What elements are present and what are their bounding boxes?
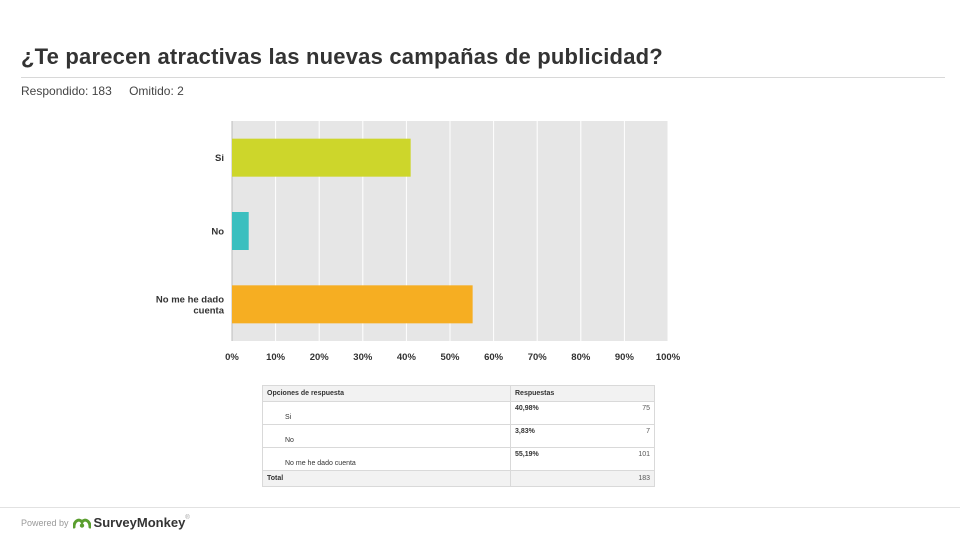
question-title: ¿Te parecen atractivas las nuevas campañ… [21, 44, 663, 69]
response-count: 75 [642, 405, 650, 412]
response-percent: 40,98% [515, 405, 539, 412]
options-column-header: Opciones de respuesta [262, 385, 511, 402]
response-count: 7 [646, 428, 650, 435]
response-stats: Respondido: 183 Omitido: 2 [21, 84, 198, 98]
category-label: No me he dado [156, 294, 224, 305]
total-count: 183 [638, 475, 650, 482]
response-cell: 3,83% 7 [510, 424, 655, 448]
option-label: No me he dado cuenta [262, 447, 511, 471]
total-cell: 183 [510, 470, 655, 487]
surveymonkey-logo-icon [72, 518, 91, 528]
title-divider [21, 77, 945, 78]
footer: Powered by SurveyMonkey ® [21, 515, 190, 530]
x-tick-label: 60% [484, 352, 504, 363]
response-percent: 55,19% [515, 451, 539, 458]
brand-name: SurveyMonkey [93, 515, 186, 530]
x-tick-label: 40% [397, 352, 417, 363]
category-label: No [211, 227, 224, 238]
table-total-row: Total 183 [262, 470, 655, 487]
option-label: Si [262, 401, 511, 425]
powered-by-text: Powered by [21, 517, 69, 528]
response-cell: 40,98% 75 [510, 401, 655, 425]
skipped-count: Omitido: 2 [129, 84, 184, 98]
bar [232, 285, 473, 324]
x-tick-label: 90% [615, 352, 635, 363]
results-table: Opciones de respuesta Respuestas Si 40,9… [262, 385, 655, 487]
x-tick-label: 80% [571, 352, 591, 363]
x-tick-label: 30% [353, 352, 373, 363]
x-tick-label: 100% [656, 352, 680, 363]
answered-count: Respondido: 183 [21, 84, 112, 98]
brand-trademark: ® [185, 515, 190, 521]
category-label: Si [215, 153, 224, 164]
table-row: Si 40,98% 75 [262, 401, 655, 425]
table-row: No me he dado cuenta 55,19% 101 [262, 447, 655, 471]
response-percent: 3,83% [515, 428, 535, 435]
response-cell: 55,19% 101 [510, 447, 655, 471]
table-header-row: Opciones de respuesta Respuestas [262, 385, 655, 402]
responses-column-header: Respuestas [510, 385, 655, 402]
total-label: Total [262, 470, 511, 487]
x-tick-label: 70% [528, 352, 548, 363]
x-tick-label: 10% [266, 352, 286, 363]
category-label: cuenta [193, 305, 224, 316]
bar [232, 212, 249, 250]
option-label: No [262, 424, 511, 448]
brand-link[interactable]: SurveyMonkey ® [72, 515, 190, 530]
response-count: 101 [638, 451, 650, 458]
bar [232, 138, 411, 177]
x-tick-label: 50% [440, 352, 460, 363]
footer-divider [0, 507, 960, 508]
x-tick-label: 0% [225, 352, 239, 363]
x-tick-label: 20% [310, 352, 330, 363]
table-row: No 3,83% 7 [262, 424, 655, 448]
